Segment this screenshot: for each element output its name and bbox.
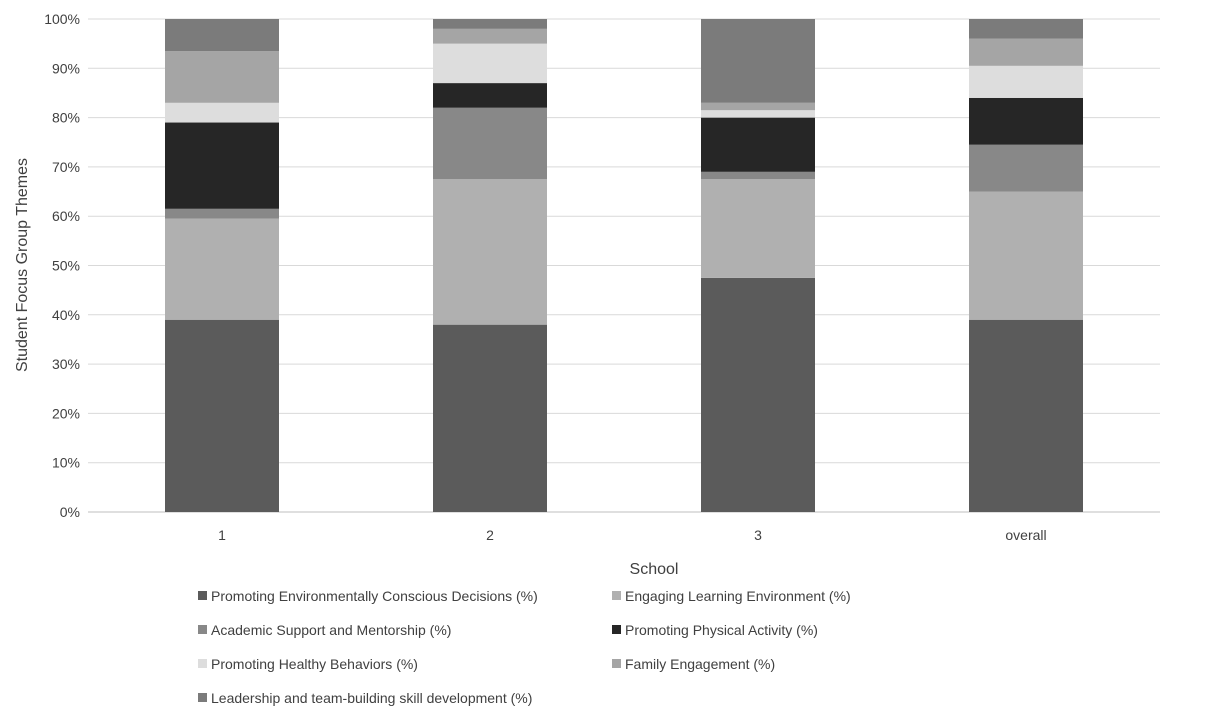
bar-segment-3-series-4 xyxy=(701,110,815,118)
legend-label: Promoting Environmentally Conscious Deci… xyxy=(211,588,538,604)
legend-item: Leadership and team-building skill devel… xyxy=(198,690,532,706)
bar-segment-3-series-3 xyxy=(701,117,815,172)
y-tick-label: 50% xyxy=(52,258,80,274)
bar-segment-1-series-5 xyxy=(165,51,279,103)
y-tick-labels: 0% 10% 20% 30% 40% 50% 60% 70% 80% 90% 100% xyxy=(44,11,80,520)
legend-label: Promoting Physical Activity (%) xyxy=(625,622,818,638)
legend-label: Promoting Healthy Behaviors (%) xyxy=(211,656,418,672)
y-tick-label: 80% xyxy=(52,110,80,126)
legend-swatch xyxy=(612,591,621,600)
legend-swatch xyxy=(612,659,621,668)
y-tick-label: 100% xyxy=(44,11,80,27)
bar-segment-3-series-5 xyxy=(701,102,815,111)
legend-label: Family Engagement (%) xyxy=(625,656,775,672)
legend-item: Promoting Environmentally Conscious Deci… xyxy=(198,588,538,604)
y-tick-label: 90% xyxy=(52,60,80,76)
legend: Promoting Environmentally Conscious Deci… xyxy=(198,588,851,706)
bar-segment-2-series-2 xyxy=(433,107,547,180)
legend-item: Academic Support and Mentorship (%) xyxy=(198,622,451,638)
legend-item: Promoting Physical Activity (%) xyxy=(612,622,818,638)
bar-segment-2-series-4 xyxy=(433,43,547,84)
legend-item: Engaging Learning Environment (%) xyxy=(612,588,851,604)
y-tick-label: 20% xyxy=(52,405,80,421)
bar-segment-3-series-6 xyxy=(701,19,815,103)
bar-segment-2-series-0 xyxy=(433,324,547,512)
legend-swatch xyxy=(612,625,621,634)
y-tick-label: 10% xyxy=(52,455,80,471)
bar-segment-2-series-5 xyxy=(433,28,547,44)
bar-segment-3-series-1 xyxy=(701,179,815,278)
legend-swatch xyxy=(198,659,207,668)
bar-segment-overall-series-3 xyxy=(969,97,1083,145)
legend-item: Promoting Healthy Behaviors (%) xyxy=(198,656,418,672)
bar-segment-3-series-2 xyxy=(701,171,815,180)
bar-segment-1-series-4 xyxy=(165,102,279,123)
bar-segment-overall-series-1 xyxy=(969,191,1083,320)
x-tick-label: overall xyxy=(1005,527,1046,543)
y-tick-label: 40% xyxy=(52,307,80,323)
x-tick-label: 1 xyxy=(218,527,226,543)
bar-segment-1-series-2 xyxy=(165,208,279,219)
y-tick-label: 0% xyxy=(60,504,80,520)
x-axis-title: School xyxy=(630,561,679,578)
bar-segment-overall-series-4 xyxy=(969,65,1083,98)
x-tick-labels: 1 2 3 overall xyxy=(218,527,1047,543)
bar-segment-overall-series-6 xyxy=(969,19,1083,39)
x-tick-label: 2 xyxy=(486,527,494,543)
legend-swatch xyxy=(198,625,207,634)
bar-segment-overall-series-5 xyxy=(969,38,1083,66)
bars xyxy=(165,19,1083,512)
legend-label: Engaging Learning Environment (%) xyxy=(625,588,851,604)
x-tick-label: 3 xyxy=(754,527,762,543)
bar-segment-overall-series-0 xyxy=(969,319,1083,512)
y-tick-label: 30% xyxy=(52,356,80,372)
y-tick-label: 60% xyxy=(52,208,80,224)
bar-segment-1-series-3 xyxy=(165,122,279,209)
bar-segment-2-series-3 xyxy=(433,83,547,108)
bar-segment-1-series-1 xyxy=(165,218,279,320)
bar-segment-3-series-0 xyxy=(701,277,815,512)
legend-swatch xyxy=(198,693,207,702)
legend-item: Family Engagement (%) xyxy=(612,656,775,672)
bar-segment-2-series-6 xyxy=(433,19,547,29)
legend-label: Leadership and team-building skill devel… xyxy=(211,690,532,706)
bar-segment-1-series-6 xyxy=(165,19,279,52)
y-tick-label: 70% xyxy=(52,159,80,175)
bar-segment-2-series-1 xyxy=(433,179,547,325)
bar-segment-overall-series-2 xyxy=(969,144,1083,192)
bar-segment-1-series-0 xyxy=(165,319,279,512)
legend-label: Academic Support and Mentorship (%) xyxy=(211,622,451,638)
y-axis-title: Student Focus Group Themes xyxy=(14,158,31,372)
legend-swatch xyxy=(198,591,207,600)
